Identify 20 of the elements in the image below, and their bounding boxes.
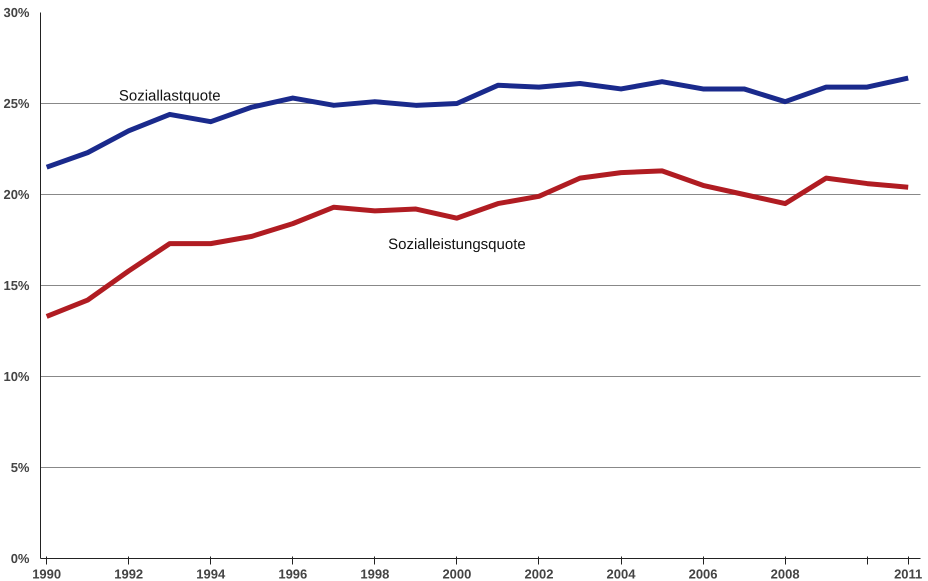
series-label: Soziallastquote bbox=[118, 87, 221, 104]
y-tick-label: 0% bbox=[10, 551, 30, 566]
x-tick-label: 2002 bbox=[524, 566, 554, 581]
y-tick-label: 30% bbox=[3, 5, 30, 20]
x-tick-label: 1998 bbox=[360, 566, 390, 581]
x-tick-label: 1996 bbox=[278, 566, 308, 581]
x-tick-label: 2006 bbox=[688, 566, 718, 581]
x-tick-label: 1994 bbox=[196, 566, 226, 581]
y-tick-label: 10% bbox=[3, 369, 30, 384]
x-tick-label: 2011 bbox=[894, 566, 922, 581]
series-label: Sozialleistungsquote bbox=[388, 236, 526, 254]
x-tick-label: 1992 bbox=[114, 566, 144, 581]
x-tick-label: 1990 bbox=[32, 566, 62, 581]
y-tick-label: 15% bbox=[3, 278, 30, 293]
x-tick-label: 2008 bbox=[770, 566, 800, 581]
y-tick-label: 25% bbox=[3, 96, 30, 111]
x-tick-label: 2004 bbox=[606, 566, 636, 581]
y-tick-label: 20% bbox=[3, 187, 30, 202]
x-tick-label: 2000 bbox=[442, 566, 472, 581]
y-tick-label: 5% bbox=[10, 460, 30, 475]
